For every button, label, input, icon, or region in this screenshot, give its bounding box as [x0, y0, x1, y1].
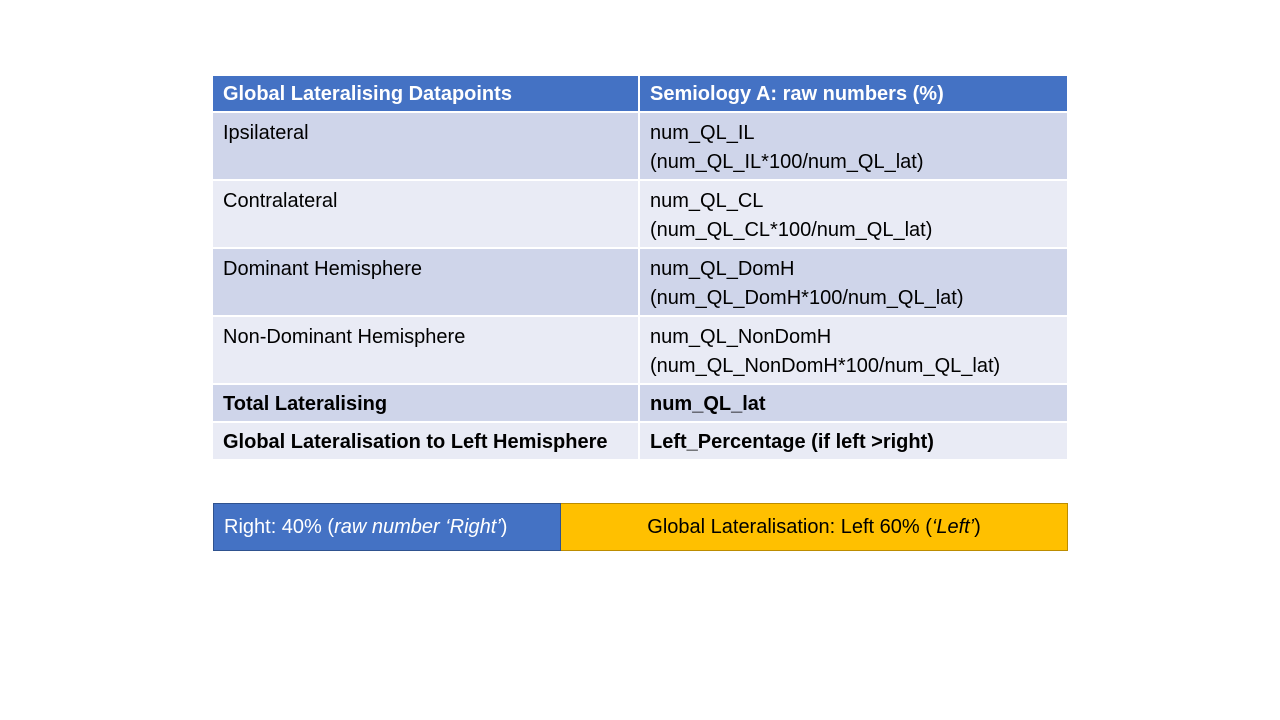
row-value-percent: (num_QL_NonDomH*100/num_QL_lat) — [650, 355, 1001, 377]
row-label: Contralateral — [213, 180, 640, 249]
row-value: num_QL_DomH (num_QL_DomH*100/num_QL_lat) — [639, 248, 1067, 317]
row-value: num_QL_NonDomH (num_QL_NonDomH*100/num_Q… — [639, 316, 1067, 385]
table-row: Non-Dominant Hemisphere num_QL_NonDomH (… — [213, 316, 1067, 385]
row-value-count: num_QL_DomH — [650, 258, 795, 280]
lateralisation-bar: Right: 40% (raw number ‘Right’) Global L… — [213, 503, 1068, 551]
table-row-total: Total Lateralising num_QL_lat — [213, 384, 1067, 423]
row-value-count: num_QL_NonDomH — [650, 326, 832, 348]
row-label: Global Lateralisation to Left Hemisphere — [213, 422, 640, 461]
table-row: Dominant Hemisphere num_QL_DomH (num_QL_… — [213, 248, 1067, 317]
row-value-percent: (num_QL_IL*100/num_QL_lat) — [650, 151, 924, 173]
column-header-datapoints: Global Lateralising Datapoints — [213, 76, 640, 113]
lateralising-table: Global Lateralising Datapoints Semiology… — [213, 76, 1067, 461]
right-segment: Right: 40% (raw number ‘Right’) — [213, 503, 562, 551]
row-value-count: num_QL_CL — [650, 190, 764, 212]
row-value: num_QL_CL (num_QL_CL*100/num_QL_lat) — [639, 180, 1067, 249]
row-value-count: num_QL_IL — [650, 122, 755, 144]
row-value: num_QL_IL (num_QL_IL*100/num_QL_lat) — [639, 112, 1067, 181]
left-label: Global Lateralisation: Left 60% (‘Left’) — [647, 515, 981, 538]
row-value-percent: (num_QL_DomH*100/num_QL_lat) — [650, 287, 964, 309]
row-label: Ipsilateral — [213, 112, 640, 181]
row-label: Total Lateralising — [213, 384, 640, 423]
right-label: Right: 40% (raw number ‘Right’) — [224, 515, 508, 538]
row-label: Non-Dominant Hemisphere — [213, 316, 640, 385]
row-value: Left_Percentage (if left >right) — [639, 422, 1067, 461]
table-header-row: Global Lateralising Datapoints Semiology… — [213, 76, 1067, 113]
row-value-percent: (num_QL_CL*100/num_QL_lat) — [650, 219, 933, 241]
column-header-semiology-a: Semiology A: raw numbers (%) — [639, 76, 1067, 113]
table-row: Contralateral num_QL_CL (num_QL_CL*100/n… — [213, 180, 1067, 249]
row-value: num_QL_lat — [639, 384, 1067, 423]
table-row: Ipsilateral num_QL_IL (num_QL_IL*100/num… — [213, 112, 1067, 181]
row-label: Dominant Hemisphere — [213, 248, 640, 317]
table-row-global-left: Global Lateralisation to Left Hemisphere… — [213, 422, 1067, 461]
left-segment: Global Lateralisation: Left 60% (‘Left’) — [561, 503, 1068, 551]
